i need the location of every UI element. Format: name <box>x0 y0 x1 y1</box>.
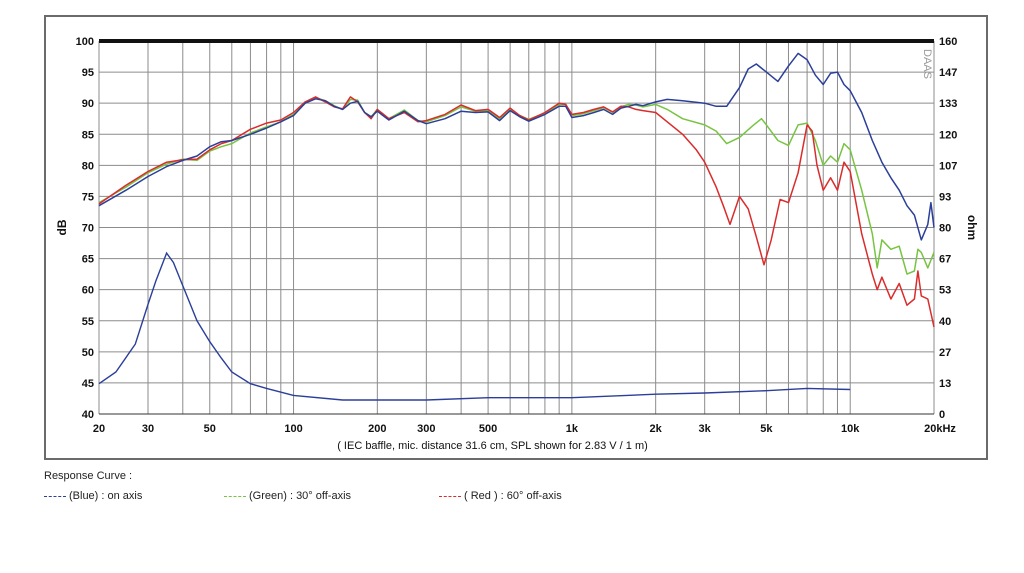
y2-tick-label: 80 <box>939 223 951 235</box>
x-tick-label: 100 <box>284 423 302 435</box>
y2-tick-label: 13 <box>939 378 951 390</box>
y2-tick-label: 133 <box>939 98 957 110</box>
y-tick-label: 55 <box>82 316 94 328</box>
x-tick-label: 1k <box>566 423 579 435</box>
x-axis-label: ( IEC baffle, mic. distance 31.6 cm, SPL… <box>337 440 648 452</box>
x-tick-label: 5k <box>760 423 773 435</box>
x-tick-label: 2k <box>650 423 663 435</box>
x-tick-label: 20 <box>93 423 105 435</box>
y2-axis-label: ohm <box>965 215 979 240</box>
legend-swatch-red <box>439 495 461 497</box>
legend-label-red: ( Red ) : 60° off-axis <box>464 490 562 502</box>
x-tick-label: 500 <box>479 423 497 435</box>
x-tick-label: 30 <box>142 423 154 435</box>
y-tick-label: 95 <box>82 67 94 79</box>
response-curve-blue <box>98 52 935 241</box>
legend-item-green: (Green) : 30° off-axis <box>224 490 351 502</box>
x-tick-label: 200 <box>368 423 386 435</box>
y2-tick-label: 0 <box>939 409 945 421</box>
y2-tick-label: 147 <box>939 67 957 79</box>
legend: Response Curve : (Blue) : on axis (Green… <box>44 470 984 520</box>
y-tick-label: 100 <box>76 36 94 48</box>
y-tick-label: 80 <box>82 160 94 172</box>
y-tick-label: 70 <box>82 223 94 235</box>
y2-tick-label: 40 <box>939 316 951 328</box>
impedance-curve <box>98 251 851 401</box>
y2-tick-label: 120 <box>939 129 957 141</box>
x-tick-label: 10k <box>841 423 860 435</box>
y-tick-label: 45 <box>82 378 94 390</box>
y2-tick-label: 107 <box>939 160 957 172</box>
legend-swatch-blue <box>44 495 66 497</box>
legend-label-green: (Green) : 30° off-axis <box>249 490 352 502</box>
legend-label-blue: (Blue) : on axis <box>69 490 143 502</box>
y-tick-label: 50 <box>82 347 94 359</box>
y-tick-label: 75 <box>82 191 94 203</box>
legend-title: Response Curve : <box>44 470 133 482</box>
y-tick-label: 40 <box>82 409 94 421</box>
legend-swatch-green <box>224 495 246 497</box>
chart-frame: 40 45 50 55 60 65 70 75 80 85 90 95 100 0 13 27 40 53 67 80… <box>44 15 988 460</box>
x-tick-label: 3k <box>699 423 712 435</box>
y2-tick-label: 67 <box>939 254 951 266</box>
x-tick-label: 20kHz <box>924 423 956 435</box>
y2-tick-label: 27 <box>939 347 951 359</box>
y2-tick-label: 53 <box>939 285 951 297</box>
x-tick-label: 50 <box>204 423 216 435</box>
y-tick-label: 60 <box>82 285 94 297</box>
y2-tick-label: 93 <box>939 191 951 203</box>
response-curve-red <box>98 96 935 328</box>
y2-tick-label: 160 <box>939 36 957 48</box>
legend-item-blue: (Blue) : on axis <box>44 490 142 502</box>
x-tick-label: 300 <box>417 423 435 435</box>
watermark: DAAS <box>921 49 933 79</box>
legend-item-red: ( Red ) : 60° off-axis <box>439 490 562 502</box>
y-tick-label: 65 <box>82 254 94 266</box>
y-tick-label: 90 <box>82 98 94 110</box>
y-axis-label: dB <box>55 219 69 235</box>
frequency-response-chart: 40 45 50 55 60 65 70 75 80 85 90 95 100 0 13 27 40 53 67 80… <box>55 36 979 452</box>
y-tick-label: 85 <box>82 129 94 141</box>
